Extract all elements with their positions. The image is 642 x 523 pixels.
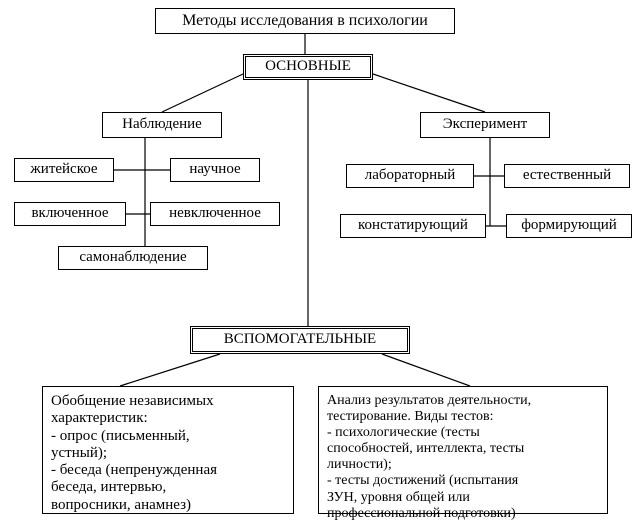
node-form: формирующий (506, 214, 632, 238)
node-samo: самонаблюдение (58, 246, 208, 270)
node-aux: ВСПОМОГАТЕЛЬНЫЕ (190, 326, 410, 354)
edge-aux_to_right (382, 354, 470, 386)
node-konst: констатирующий (340, 214, 486, 238)
node-exp: Эксперимент (420, 112, 550, 138)
node-right_block: Анализ результатов деятельности, тестиро… (318, 386, 608, 514)
node-obs: Наблюдение (102, 112, 222, 138)
node-nevkl: невключенное (150, 202, 280, 226)
node-left_block: Обобщение независимых характеристик: - о… (42, 386, 294, 514)
node-nauch: научное (170, 158, 260, 182)
node-vkl: включенное (14, 202, 126, 226)
node-zhit: житейское (14, 158, 114, 182)
node-lab: лабораторный (346, 164, 474, 188)
node-main: ОСНОВНЫЕ (243, 54, 373, 80)
edge-main_to_exp (373, 74, 485, 112)
edge-main_to_obs (162, 74, 243, 112)
node-root: Методы исследования в психологии (155, 8, 455, 34)
edge-aux_to_left (120, 354, 220, 386)
node-est: естественный (504, 164, 630, 188)
diagram-canvas: Методы исследования в психологии ОСНОВНЫЕ… (0, 0, 642, 523)
